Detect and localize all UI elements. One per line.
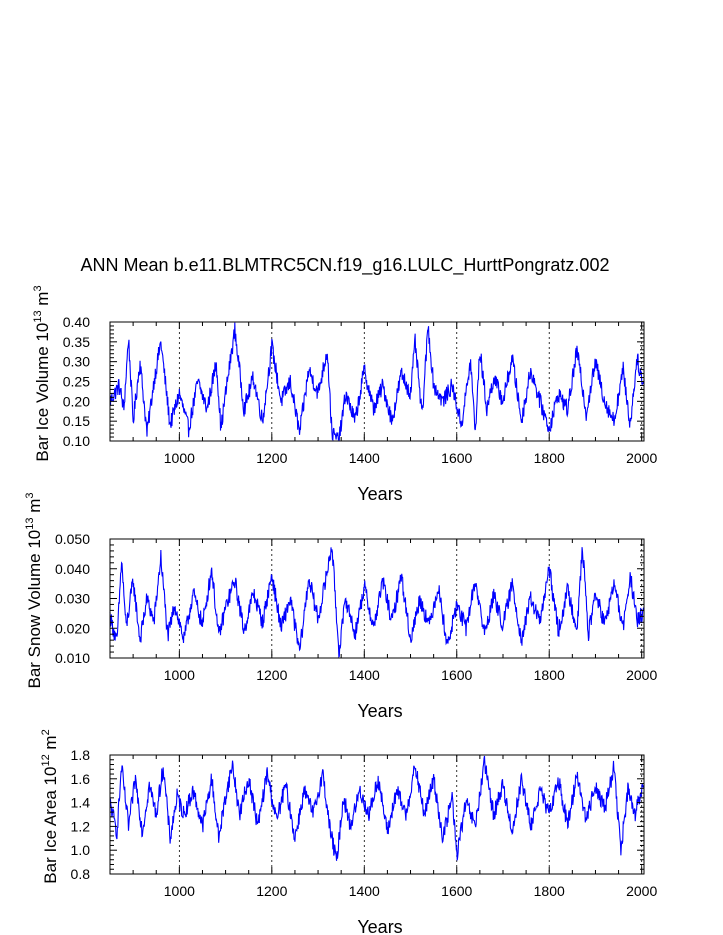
y-axis-label: Bar Ice Volume 1013 m3 bbox=[32, 285, 52, 461]
y-tick-label: 0.020 bbox=[55, 620, 90, 636]
x-axis-label: Years bbox=[357, 484, 402, 504]
x-tick-label: 1200 bbox=[256, 450, 287, 466]
x-tick-label: 1200 bbox=[256, 883, 287, 899]
x-tick-label: 1600 bbox=[441, 450, 472, 466]
y-axis-label: Bar Ice Area 1012 m2 bbox=[40, 729, 60, 883]
x-tick-label: 2000 bbox=[626, 450, 657, 466]
y-tick-label: 1.6 bbox=[71, 771, 91, 787]
x-tick-label: 1400 bbox=[349, 667, 380, 683]
y-tick-label: 1.2 bbox=[71, 818, 91, 834]
x-tick-label: 1400 bbox=[349, 450, 380, 466]
y-tick-label: 0.8 bbox=[71, 866, 91, 882]
y-tick-label: 0.35 bbox=[63, 334, 90, 350]
y-tick-label: 0.050 bbox=[55, 531, 90, 547]
x-tick-label: 1000 bbox=[164, 450, 195, 466]
figure-title: ANN Mean b.e11.BLMTRC5CN.f19_g16.LULC_Hu… bbox=[81, 255, 610, 276]
x-tick-label: 1200 bbox=[256, 667, 287, 683]
x-tick-label: 1000 bbox=[164, 883, 195, 899]
series-line bbox=[109, 755, 645, 861]
y-axis-label: Bar Snow Volume 1013 m3 bbox=[24, 492, 44, 688]
series-line bbox=[109, 547, 645, 659]
y-tick-label: 0.40 bbox=[63, 314, 90, 330]
x-tick-label: 1600 bbox=[441, 883, 472, 899]
y-tick-label: 0.15 bbox=[63, 413, 90, 429]
x-tick-label: 1800 bbox=[534, 450, 565, 466]
y-tick-label: 0.30 bbox=[63, 354, 90, 370]
y-tick-label: 0.20 bbox=[63, 393, 90, 409]
x-axis-label: Years bbox=[357, 701, 402, 721]
y-tick-label: 0.10 bbox=[63, 433, 90, 449]
plot-frame bbox=[109, 538, 645, 659]
x-tick-label: 2000 bbox=[626, 883, 657, 899]
x-tick-label: 1800 bbox=[534, 883, 565, 899]
y-tick-label: 0.25 bbox=[63, 374, 90, 390]
y-tick-label: 0.030 bbox=[55, 591, 90, 607]
panel-ice-volume: 1000 1200 1400 1600 1800 2000 0.10 0.15 0.20 0.25… bbox=[32, 285, 657, 504]
series-line bbox=[109, 322, 645, 441]
x-tick-label: 1000 bbox=[164, 667, 195, 683]
y-tick-label: 0.010 bbox=[55, 650, 90, 666]
x-tick-label: 1400 bbox=[349, 883, 380, 899]
y-tick-label: 0.040 bbox=[55, 561, 90, 577]
y-tick-label: 1.4 bbox=[71, 795, 91, 811]
x-axis-label: Years bbox=[357, 917, 402, 935]
y-tick-label: 1.0 bbox=[71, 842, 91, 858]
x-tick-label: 1800 bbox=[534, 667, 565, 683]
plot-frame bbox=[109, 754, 645, 875]
panel-snow-volume: 1000 1200 1400 1600 1800 2000 0.010 0.020 0.030 0… bbox=[24, 492, 657, 721]
x-tick-label: 1600 bbox=[441, 667, 472, 683]
panel-ice-area: 1000 1200 1400 1600 1800 2000 0.8 1.0 1.2 1.4 1.6 1… bbox=[40, 729, 657, 935]
x-tick-label: 2000 bbox=[626, 667, 657, 683]
y-tick-label: 1.8 bbox=[71, 747, 91, 763]
